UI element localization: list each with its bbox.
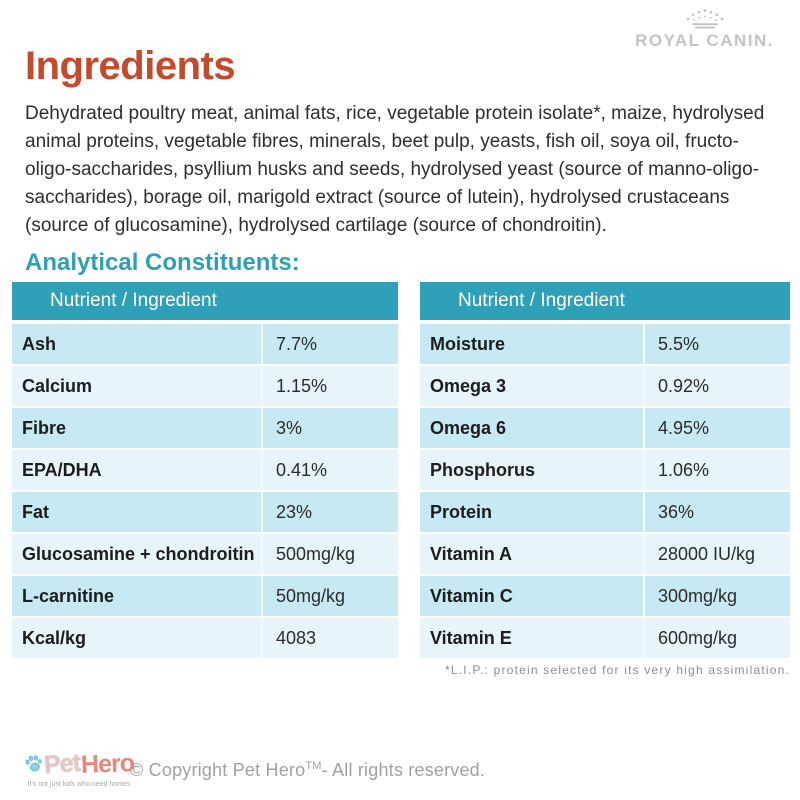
nutrient-name: Vitamin A: [420, 534, 645, 574]
nutrient-table-left: Nutrient / Ingredient Ash 7.7% Calcium 1.15…: [12, 282, 398, 660]
pet-hero-wordmark-pet: Pet: [43, 748, 81, 779]
royal-canin-logo: ROYAL CANIN.: [635, 8, 774, 51]
nutrient-name: Fat: [12, 492, 263, 532]
nutrient-value: 7.7%: [276, 333, 318, 354]
nutrient-value: 0.41%: [276, 459, 328, 480]
nutrient-name: Glucosamine + chondroitin: [12, 534, 263, 574]
nutrient-name: Vitamin E: [420, 618, 645, 658]
nutrient-value: 1.06%: [658, 459, 710, 480]
copyright-tm: TM: [305, 760, 322, 772]
table-row: Fibre 3%: [12, 408, 398, 450]
copyright-prefix: © Copyright Pet Hero: [130, 760, 306, 780]
table-row: Omega 3 0.92%: [420, 366, 790, 408]
copyright-suffix: - All rights reserved.: [321, 760, 486, 780]
pet-hero-wordmark-hero: Hero: [80, 748, 135, 779]
nutrient-value: 1.15%: [276, 375, 328, 396]
nutrient-name: Omega 3: [420, 366, 645, 406]
nutrient-value: 28000 IU/kg: [658, 543, 756, 564]
table-body: Ash 7.7% Calcium 1.15% Fibre 3% EPA/DHA 0.41% Fa…: [12, 324, 398, 660]
nutrient-name: Protein: [420, 492, 645, 532]
nutrient-name: L-carnitine: [12, 576, 263, 616]
nutrient-name: Kcal/kg: [12, 618, 263, 658]
table-column-header: Nutrient / Ingredient: [12, 282, 398, 320]
nutrient-value: 0.92%: [658, 375, 710, 396]
footer: Pet Hero It's not just kids who need hom…: [0, 742, 800, 800]
nutrient-name: Fibre: [12, 408, 263, 448]
nutrient-value: 500mg/kg: [276, 543, 356, 564]
nutrient-value: 4083: [276, 627, 317, 648]
table-row: Fat 23%: [12, 492, 398, 534]
table-row: Omega 6 4.95%: [420, 408, 790, 450]
table-row: Vitamin C 300mg/kg: [420, 576, 790, 618]
nutrient-value: 5.5%: [658, 333, 700, 354]
nutrient-value: 50mg/kg: [276, 585, 346, 606]
table-row: Glucosamine + chondroitin 500mg/kg: [12, 534, 398, 576]
nutrient-value: 3%: [276, 417, 303, 438]
analytical-constituents-heading: Analytical Constituents:: [25, 249, 300, 276]
table-row: Phosphorus 1.06%: [420, 450, 790, 492]
table-body: Moisture 5.5% Omega 3 0.92% Omega 6 4.95% Phos…: [420, 324, 790, 660]
table-row: Vitamin E 600mg/kg: [420, 618, 790, 660]
pet-hero-tagline: It's not just kids who need homes: [27, 781, 131, 788]
table-row: L-carnitine 50mg/kg: [12, 576, 398, 618]
nutrient-value: 36%: [658, 501, 695, 522]
copyright-text: © Copyright Pet HeroTM- All rights reser…: [130, 760, 485, 781]
nutrient-name: Vitamin C: [420, 576, 645, 616]
table-column-header: Nutrient / Ingredient: [420, 282, 790, 320]
lip-footnote: *L.I.P.: protein selected for its very h…: [445, 663, 790, 677]
royal-canin-wordmark: ROYAL CANIN.: [635, 31, 774, 50]
nutrient-value: 4.95%: [658, 417, 710, 438]
nutrient-name: Phosphorus: [420, 450, 645, 490]
nutrient-value: 600mg/kg: [658, 627, 738, 648]
table-row: Moisture 5.5%: [420, 324, 790, 366]
paw-icon: [25, 755, 42, 772]
table-row: Kcal/kg 4083: [12, 618, 398, 660]
pet-hero-logo: Pet Hero It's not just kids who need hom…: [24, 748, 134, 788]
ingredients-paragraph: Dehydrated poultry meat, animal fats, ri…: [25, 103, 765, 236]
nutrient-value: 23%: [276, 501, 313, 522]
nutrient-table-right: Nutrient / Ingredient Moisture 5.5% Omega …: [420, 282, 790, 660]
nutrient-name: Calcium: [12, 366, 263, 406]
nutrient-value: 300mg/kg: [658, 585, 738, 606]
nutrient-name: EPA/DHA: [12, 450, 263, 490]
page-title: Ingredients: [25, 44, 236, 88]
nutrient-name: Moisture: [420, 324, 645, 364]
table-row: Vitamin A 28000 IU/kg: [420, 534, 790, 576]
table-row: Ash 7.7%: [12, 324, 398, 366]
table-row: EPA/DHA 0.41%: [12, 450, 398, 492]
table-row: Protein 36%: [420, 492, 790, 534]
nutrient-name: Omega 6: [420, 408, 645, 448]
nutrient-name: Ash: [12, 324, 263, 364]
table-row: Calcium 1.15%: [12, 366, 398, 408]
crown-icon: [686, 9, 723, 29]
